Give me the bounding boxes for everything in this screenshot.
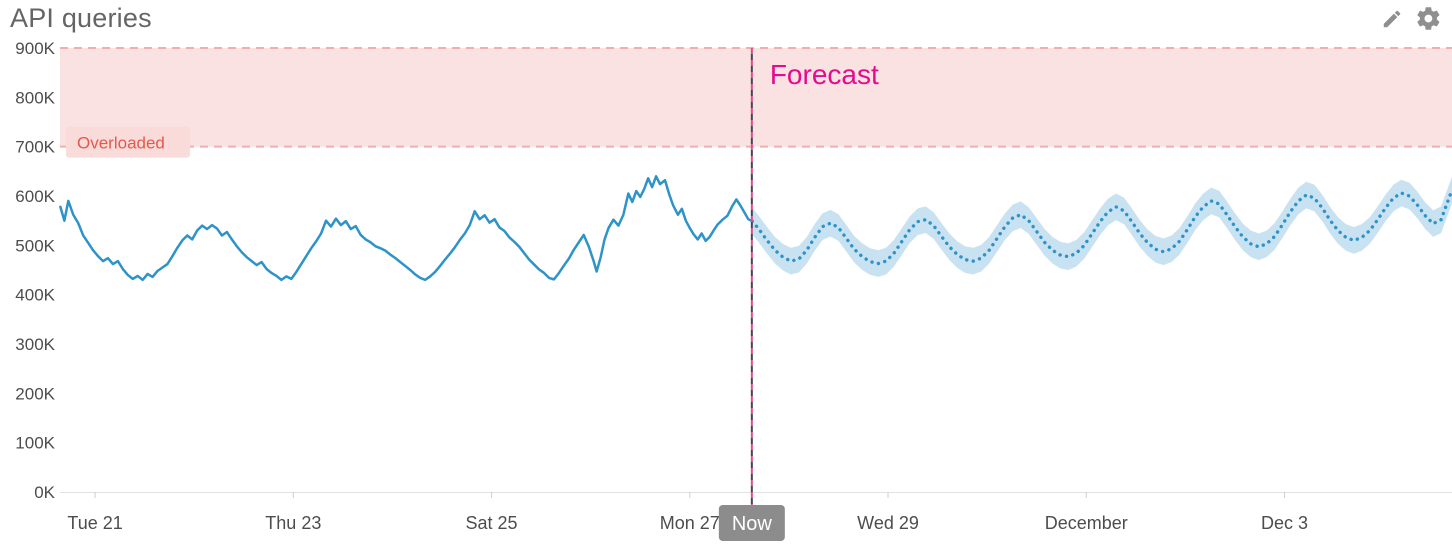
gear-icon[interactable] (1415, 5, 1442, 32)
now-badge-label: Now (732, 513, 773, 535)
y-tick-label: 800K (15, 88, 55, 107)
y-tick-label: 700K (15, 138, 55, 157)
overloaded-zone (60, 48, 1452, 147)
x-tick-label: Mon 27 (660, 513, 720, 533)
x-tick-label: Dec 3 (1261, 513, 1308, 533)
y-tick-label: 600K (15, 187, 55, 206)
x-tick-label: Sat 25 (466, 513, 518, 533)
x-tick-label: Thu 23 (265, 513, 321, 533)
y-tick-label: 0K (34, 483, 55, 502)
header-icons (1381, 5, 1442, 32)
y-tick-label: 100K (15, 434, 55, 453)
x-tick-label: Wed 29 (857, 513, 919, 533)
overloaded-label: Overloaded (77, 134, 165, 153)
history-line (59, 175, 754, 282)
overloaded-label-bg (66, 126, 190, 158)
now-badge (718, 505, 785, 541)
pencil-icon[interactable] (1381, 8, 1403, 30)
y-tick-label: 400K (15, 286, 55, 305)
y-tick-label: 300K (15, 335, 55, 354)
forecast-line (750, 188, 1452, 266)
page-title: API queries (10, 3, 152, 33)
y-tick-label: 200K (15, 384, 55, 403)
y-tick-label: 900K (15, 39, 55, 58)
x-tick-label: December (1045, 513, 1128, 533)
forecast-label: Forecast (770, 59, 879, 90)
forecast-band (752, 176, 1452, 277)
y-tick-label: 500K (15, 236, 55, 255)
x-tick-label: Tue 21 (67, 513, 122, 533)
forecast-chart[interactable]: Overloaded 0K 100K 200K 300K 400K 500K 600K 700K… (0, 38, 1452, 546)
widget-header: API queries (0, 0, 1452, 38)
